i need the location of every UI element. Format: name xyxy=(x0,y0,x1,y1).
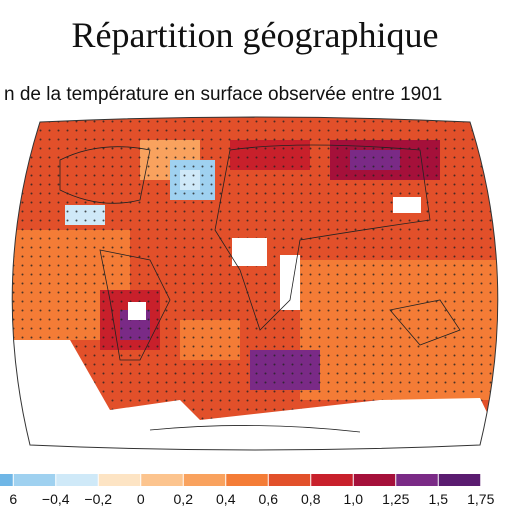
legend-swatch xyxy=(55,474,99,486)
legend-label: 1,75 xyxy=(467,491,494,507)
legend-swatch xyxy=(183,474,226,486)
legend-swatch xyxy=(268,474,311,486)
legend-label: 0,6 xyxy=(259,491,279,507)
legend-label: 1,5 xyxy=(429,491,449,507)
legend-label: 1,0 xyxy=(344,491,364,507)
legend-label: 0,8 xyxy=(301,491,321,507)
legend-swatch xyxy=(395,474,439,486)
legend-swatch xyxy=(225,474,269,486)
legend-swatch xyxy=(310,474,354,486)
legend-swatch xyxy=(140,474,184,486)
legend-label: 0,2 xyxy=(174,491,194,507)
map-field xyxy=(12,117,498,450)
legend-swatch xyxy=(0,474,14,486)
legend-label: −0,4 xyxy=(42,491,70,507)
legend-label: 6 xyxy=(9,491,17,507)
legend-swatch xyxy=(438,474,481,486)
legend-label: 1,25 xyxy=(382,491,409,507)
subtitle: n de la température en surface observée … xyxy=(4,84,443,105)
legend-label: 0,4 xyxy=(216,491,236,507)
legend-label: −0,2 xyxy=(84,491,112,507)
legend: 6 −0,4 −0,2 0 0,2 0,4 0,6 0,8 1,0 1,25 1,5 1,75 xyxy=(0,474,495,507)
legend-swatch xyxy=(353,474,396,486)
map-outline xyxy=(11,116,499,451)
title: Répartition géographique xyxy=(71,15,439,55)
legend-swatch xyxy=(13,474,56,486)
legend-label: 0 xyxy=(137,491,145,507)
legend-swatch xyxy=(98,474,141,486)
